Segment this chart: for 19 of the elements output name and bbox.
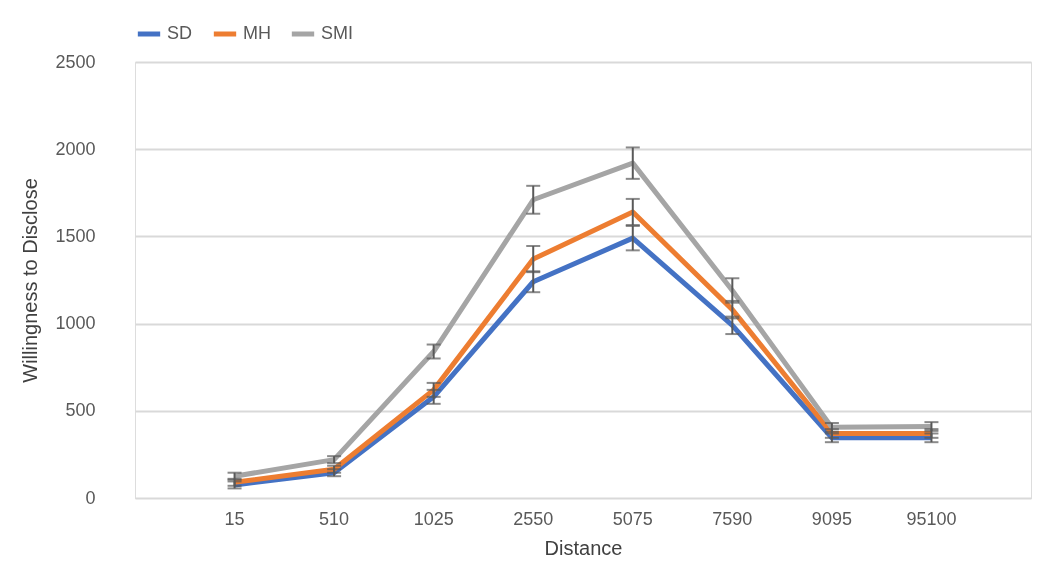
legend-label: MH xyxy=(243,23,271,43)
y-tick-label: 1000 xyxy=(55,313,96,334)
legend-label: SMI xyxy=(321,23,354,43)
legend-label: SD xyxy=(167,23,193,43)
x-axis-title: Distance xyxy=(544,536,623,559)
x-tick-label: 9095 xyxy=(811,508,852,529)
x-tick-label: 2550 xyxy=(513,508,554,529)
y-tick-label: 0 xyxy=(85,487,96,508)
x-tick-label: 510 xyxy=(319,508,350,529)
y-tick-label: 1500 xyxy=(55,225,96,246)
y-tick-label: 2500 xyxy=(55,51,96,72)
x-tick-label: 7590 xyxy=(712,508,753,529)
x-tick-label: 15 xyxy=(224,508,245,529)
x-tick-label: 5075 xyxy=(612,508,653,529)
y-tick-label: 2000 xyxy=(55,138,96,159)
x-tick-label: 1025 xyxy=(413,508,454,529)
y-axis-title: Willingness to Disclose xyxy=(19,178,42,383)
x-tick-label: 95100 xyxy=(906,508,957,529)
y-tick-label: 500 xyxy=(65,400,96,421)
